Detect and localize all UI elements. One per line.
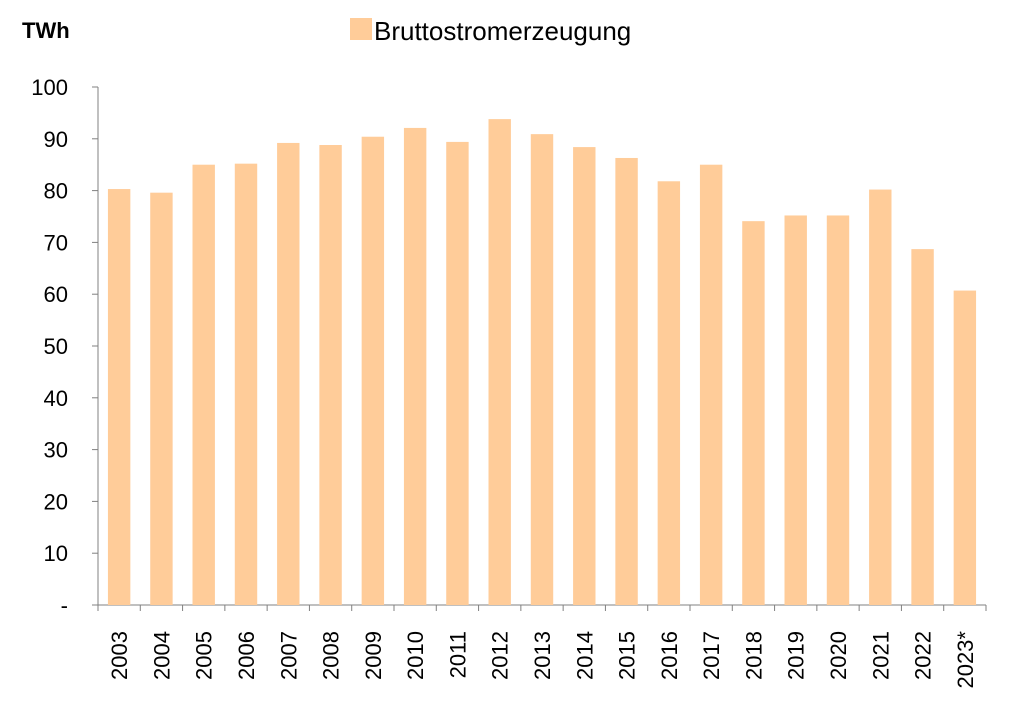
y-tick-label: 10: [44, 541, 68, 566]
x-tick-label: 2003: [107, 631, 132, 680]
bar: [953, 290, 977, 605]
bar: [319, 145, 342, 606]
bar: [699, 164, 723, 605]
bar: [107, 189, 131, 605]
y-tick-label: 30: [44, 438, 68, 463]
bar: [488, 119, 511, 605]
bar: [277, 142, 300, 605]
y-axis: - 10 20 30 40 50 60 70 80 90 100: [31, 75, 99, 618]
x-tick-label: 2010: [403, 631, 428, 680]
y-tick-label: 70: [44, 230, 68, 255]
x-tick-label: 2005: [192, 631, 217, 680]
bars: [107, 119, 977, 606]
bar: [446, 141, 469, 605]
bar: [530, 134, 554, 605]
legend: Bruttostromerzeugung: [350, 16, 631, 46]
x-tick-label: 2018: [741, 631, 766, 680]
bar: [657, 181, 681, 605]
bar: [361, 136, 385, 605]
y-tick-label: 100: [31, 75, 68, 100]
y-tick-label: 50: [44, 334, 68, 359]
y-tick-label: 60: [44, 282, 68, 307]
bar: [192, 164, 215, 605]
x-tick-label: 2011: [445, 631, 470, 678]
x-tick-label: 2022: [911, 631, 936, 680]
bar: [403, 127, 427, 605]
x-tick-label: 2007: [276, 631, 301, 680]
x-tick-label: 2016: [657, 631, 682, 680]
bar: [911, 249, 934, 605]
y-axis-unit-label: TWh: [22, 18, 70, 43]
x-tick-label: 2009: [361, 631, 386, 680]
bar: [615, 157, 638, 605]
legend-label: Bruttostromerzeugung: [374, 16, 631, 46]
x-tick-label: 2006: [234, 631, 259, 680]
x-axis: 2003 2004 2005 2006 2007 2008 2009 2010 2011 2012…: [97, 604, 987, 689]
bar: [784, 215, 807, 606]
x-tick-label: 2013: [530, 631, 555, 680]
bar: [573, 147, 596, 605]
x-tick-label: 2012: [488, 631, 513, 680]
x-tick-label: 2004: [149, 631, 174, 680]
y-tick-label: 90: [44, 127, 68, 152]
y-tick-label: -: [61, 593, 68, 618]
x-tick-label: 2023*: [953, 631, 978, 689]
x-tick-label: 2021: [868, 631, 893, 680]
y-tick-label: 80: [44, 179, 68, 204]
x-tick-label: 2019: [784, 631, 809, 680]
x-tick-label: 2017: [699, 631, 724, 680]
y-tick-label: 40: [44, 386, 68, 411]
x-tick-label: 2015: [615, 631, 640, 680]
legend-swatch: [350, 18, 372, 40]
bar: [150, 192, 173, 605]
x-tick-label: 2020: [826, 631, 851, 680]
y-tick-label: 20: [44, 489, 68, 514]
x-tick-label: 2014: [572, 631, 597, 680]
bar: [869, 189, 892, 605]
bar: [826, 215, 850, 606]
bar: [742, 221, 765, 606]
x-tick-label: 2008: [319, 631, 344, 680]
bar: [234, 163, 258, 605]
